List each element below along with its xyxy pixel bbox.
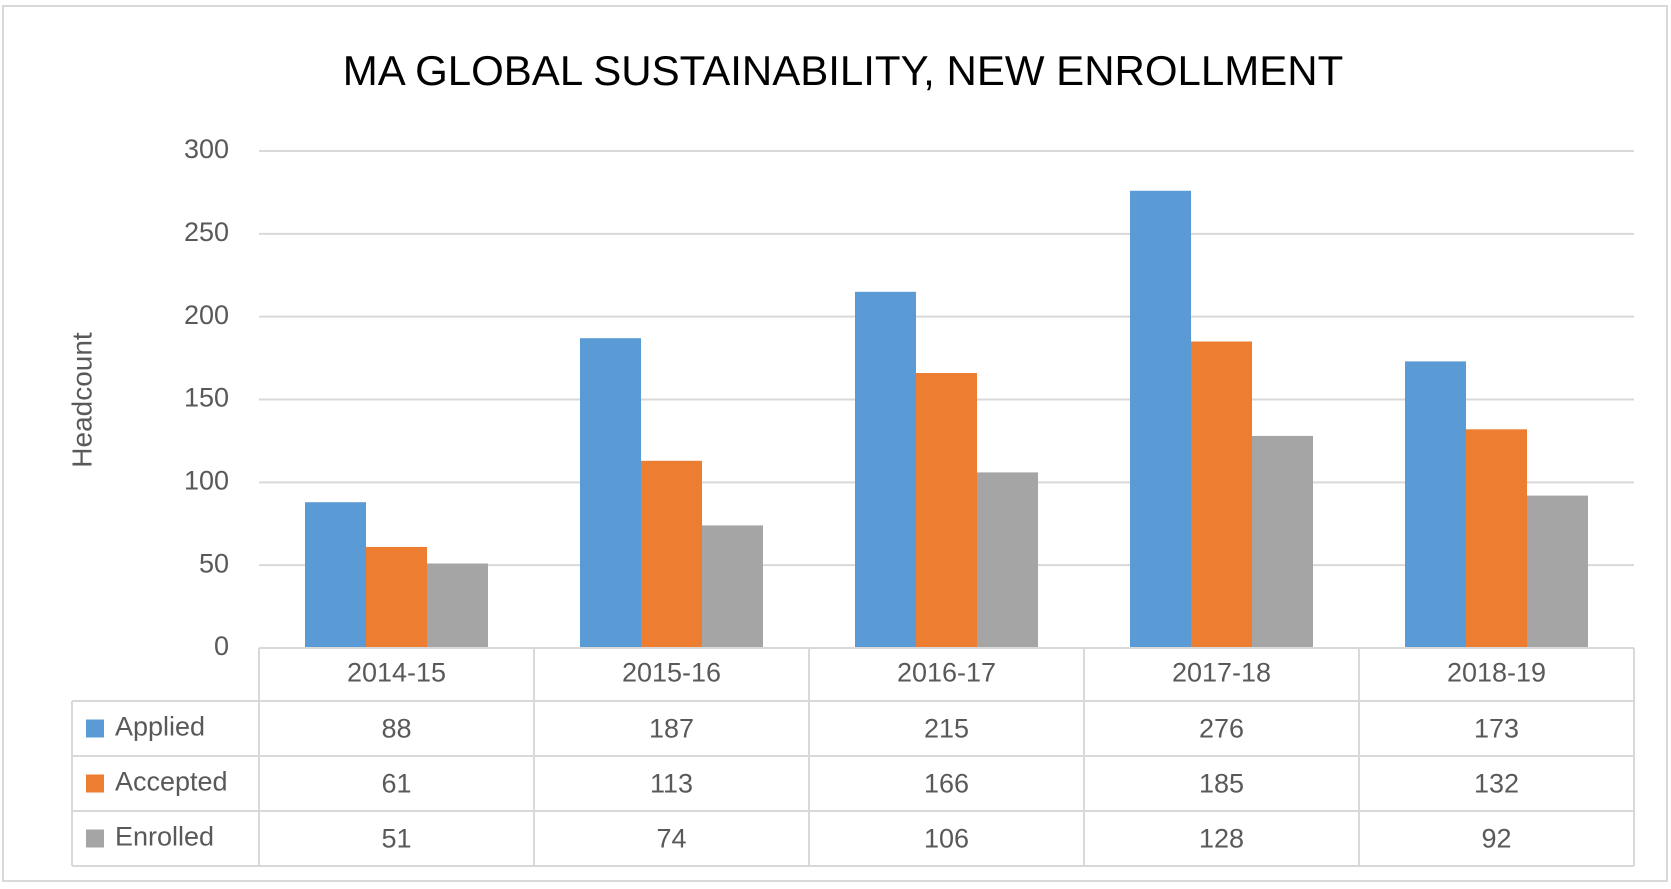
table-value: 185 — [1199, 769, 1244, 799]
legend-label: Enrolled — [115, 822, 214, 852]
table-value: 61 — [381, 769, 411, 799]
bar — [427, 563, 488, 648]
y-tick-label: 250 — [184, 217, 229, 247]
table-value: 173 — [1474, 714, 1519, 744]
y-tick-label: 150 — [184, 383, 229, 413]
bar — [855, 291, 916, 648]
legend-label: Applied — [115, 712, 205, 742]
table-value: 276 — [1199, 714, 1244, 744]
bar — [1130, 190, 1191, 648]
bar — [1466, 429, 1527, 648]
table-value: 166 — [924, 769, 969, 799]
y-tick-label: 50 — [199, 548, 229, 578]
x-tick-label: 2016-17 — [897, 658, 996, 688]
y-tick-label: 300 — [184, 134, 229, 164]
y-tick-label: 200 — [184, 300, 229, 330]
bar — [1191, 341, 1252, 648]
legend-swatch — [86, 719, 104, 738]
table-value: 215 — [924, 714, 969, 744]
table-value: 92 — [1481, 824, 1511, 854]
bar — [1527, 495, 1588, 648]
table-value: 106 — [924, 824, 969, 854]
bar — [1252, 435, 1313, 648]
table-value: 74 — [656, 824, 686, 854]
table-value: 128 — [1199, 824, 1244, 854]
x-tick-label: 2017-18 — [1172, 658, 1271, 688]
chart-title: MA GLOBAL SUSTAINABILITY, NEW ENROLLMENT — [343, 47, 1343, 94]
x-tick-label: 2015-16 — [622, 658, 721, 688]
table-value: 187 — [649, 714, 694, 744]
table-value: 51 — [381, 824, 411, 854]
bar — [702, 525, 763, 648]
y-tick-label: 100 — [184, 465, 229, 495]
table-value: 113 — [650, 769, 693, 799]
legend-swatch — [86, 829, 104, 848]
bar — [916, 372, 977, 648]
y-tick-label: 0 — [214, 631, 229, 661]
table-value: 88 — [381, 714, 411, 744]
bar — [1405, 361, 1466, 648]
y-axis-label: Headcount — [66, 332, 97, 468]
legend-swatch — [86, 774, 104, 793]
bar — [305, 502, 366, 648]
x-tick-label: 2018-19 — [1447, 658, 1546, 688]
bar — [580, 338, 641, 648]
legend-label: Accepted — [115, 767, 228, 797]
bar — [366, 546, 427, 648]
bar — [641, 460, 702, 648]
table-value: 132 — [1474, 769, 1519, 799]
bar — [977, 472, 1038, 648]
x-tick-label: 2014-15 — [347, 658, 446, 688]
